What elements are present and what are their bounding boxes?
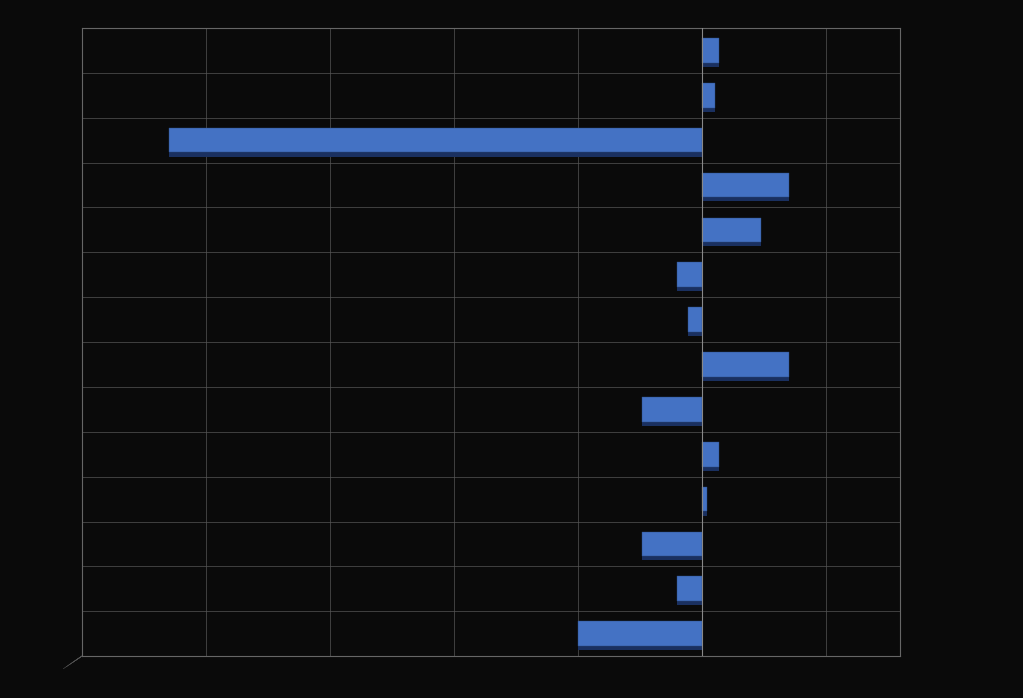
Bar xyxy=(702,449,719,470)
Bar xyxy=(702,487,707,512)
Bar xyxy=(702,38,719,63)
Bar xyxy=(642,397,702,422)
Bar xyxy=(702,45,719,67)
Bar xyxy=(642,403,702,426)
Bar xyxy=(702,218,761,242)
Bar xyxy=(642,538,702,560)
Bar xyxy=(677,583,702,605)
Bar xyxy=(702,224,761,246)
Bar xyxy=(677,269,702,291)
Bar xyxy=(578,628,702,650)
Bar xyxy=(702,172,789,198)
Bar xyxy=(702,89,715,112)
Bar xyxy=(169,128,702,152)
Bar xyxy=(702,442,719,466)
Bar xyxy=(677,262,702,287)
Bar xyxy=(702,493,707,516)
Bar xyxy=(578,621,702,646)
Bar xyxy=(702,352,789,377)
Bar xyxy=(688,314,702,336)
Bar xyxy=(169,135,702,156)
Bar xyxy=(688,307,702,332)
Bar xyxy=(702,179,789,202)
Bar xyxy=(677,577,702,601)
Bar xyxy=(702,83,715,107)
Bar xyxy=(642,532,702,556)
Bar xyxy=(702,359,789,381)
